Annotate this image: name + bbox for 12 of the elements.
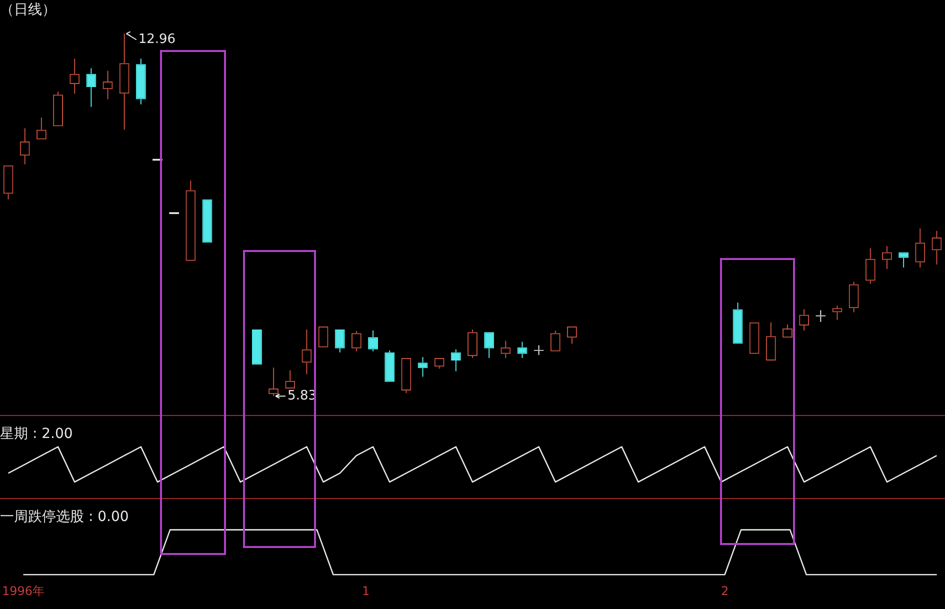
- candlestick: [136, 58, 146, 105]
- annotation: 12.96: [138, 32, 176, 48]
- candlestick: [334, 330, 345, 353]
- x-tick-label: 1: [362, 584, 370, 598]
- chart-title: （日线）: [0, 2, 56, 18]
- chart-title: 星期 : 2.00: [0, 426, 73, 442]
- chart-title: 一周跌停选股 : 0.00: [0, 509, 129, 526]
- candlestick: [418, 356, 428, 378]
- candlestick: [732, 302, 743, 344]
- candlestick: [384, 350, 395, 382]
- x-tick-label: 2: [720, 584, 729, 598]
- x-tick-label: 1996年: [2, 584, 45, 598]
